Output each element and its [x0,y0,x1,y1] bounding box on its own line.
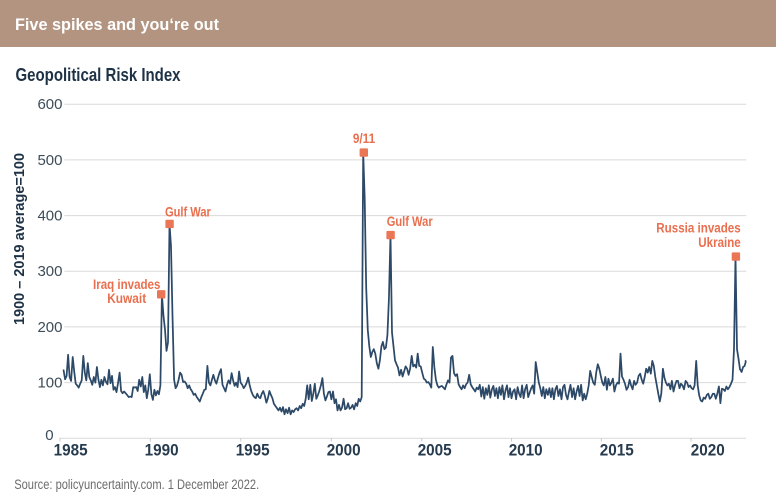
svg-text:1985: 1985 [54,441,88,460]
svg-text:Source: policyuncertainty.com.: Source: policyuncertainty.com. 1 Decembe… [14,477,259,492]
svg-text:2010: 2010 [509,441,543,460]
svg-text:Gulf War: Gulf War [387,214,434,229]
svg-text:300: 300 [37,263,62,280]
svg-text:Russia invades: Russia invades [656,220,740,235]
svg-text:9/11: 9/11 [353,131,376,146]
svg-text:2020: 2020 [691,441,725,460]
svg-text:1990: 1990 [145,441,179,460]
svg-text:Geopolitical Risk Index: Geopolitical Risk Index [16,64,182,85]
svg-text:100: 100 [37,375,62,392]
svg-text:2005: 2005 [418,441,452,460]
svg-text:0: 0 [45,427,53,444]
svg-text:1900 – 2019 average=100: 1900 – 2019 average=100 [12,153,28,325]
svg-text:Kuwait: Kuwait [107,291,146,306]
svg-text:1995: 1995 [236,441,270,460]
svg-text:600: 600 [37,96,62,113]
svg-text:200: 200 [37,319,62,336]
svg-text:Iraq invades: Iraq invades [93,277,160,292]
svg-text:Ukraine: Ukraine [698,235,741,250]
svg-text:Five spikes and you‘re out: Five spikes and you‘re out [15,15,219,34]
svg-text:Gulf War: Gulf War [165,204,212,219]
svg-text:500: 500 [37,152,62,169]
svg-text:2015: 2015 [600,441,634,460]
svg-text:2000: 2000 [327,441,361,460]
svg-text:400: 400 [37,208,62,225]
